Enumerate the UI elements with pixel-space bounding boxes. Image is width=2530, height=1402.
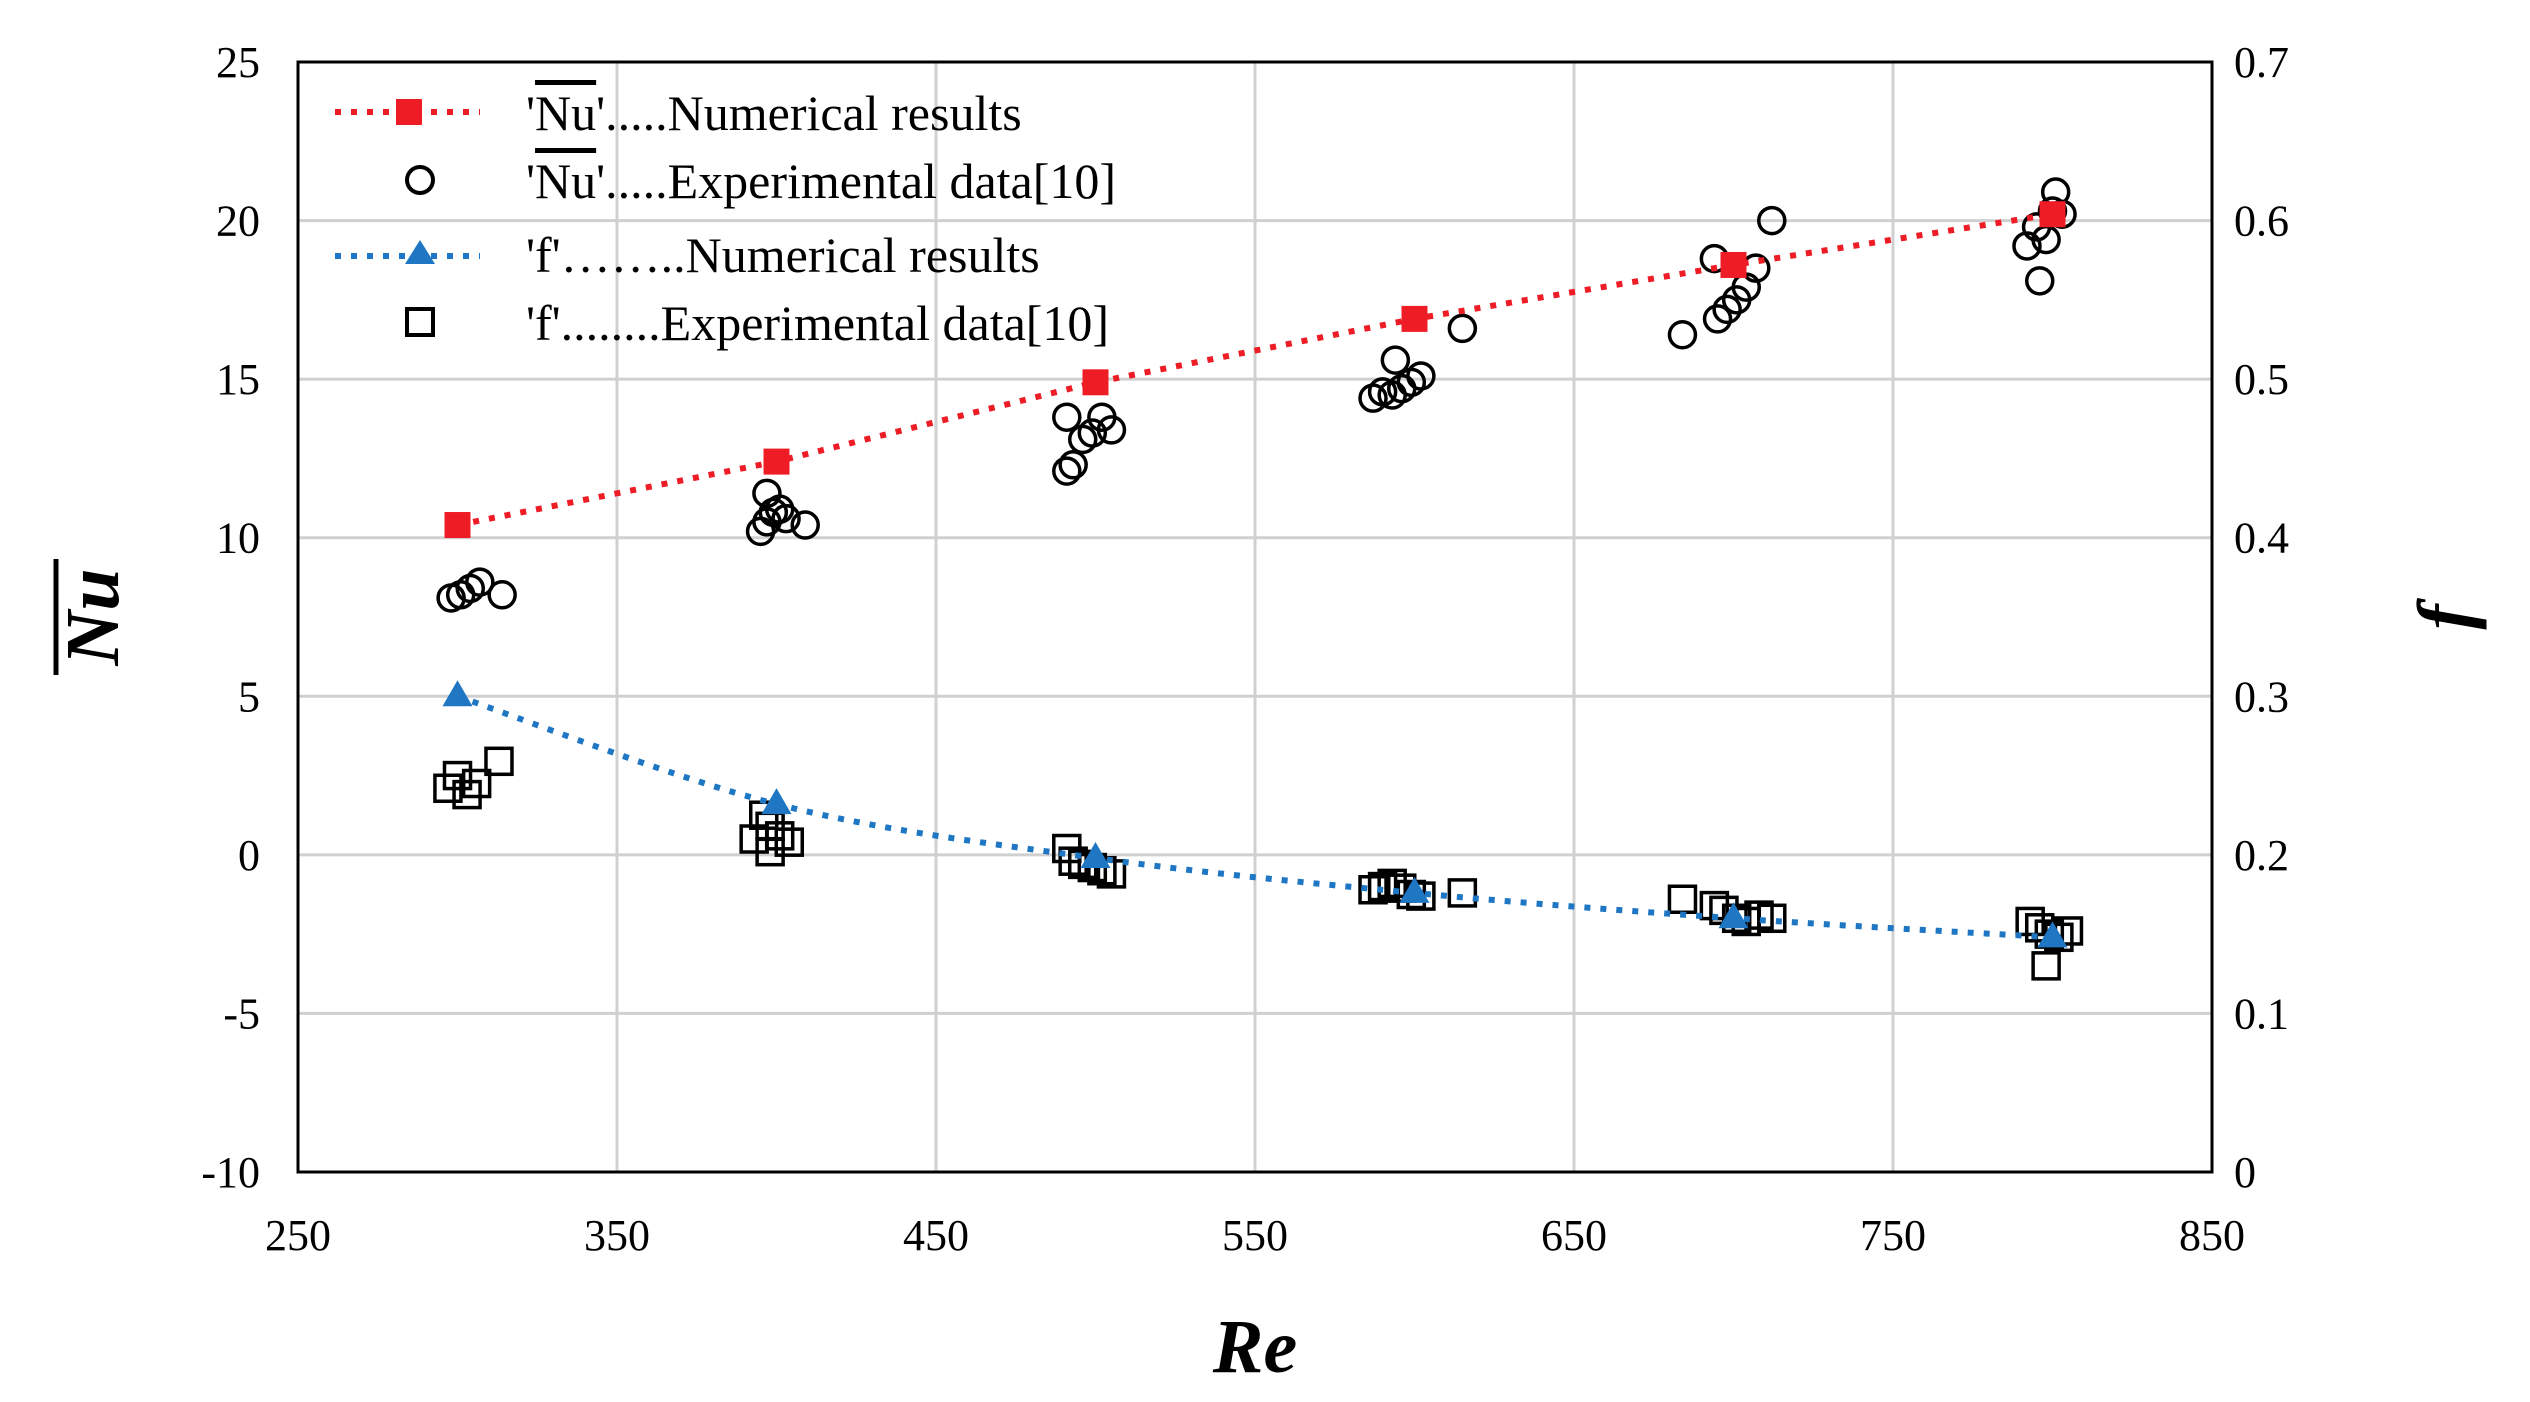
f-experimental-point <box>1447 878 1478 908</box>
nu-numerical-point <box>2039 201 2066 228</box>
f-numerical-line <box>456 693 2053 941</box>
legend-label-nu-numerical: 'Nu'.....Numerical results <box>526 85 1022 141</box>
x-tick-label: 750 <box>1860 1211 1926 1260</box>
y-tick-label: 20 <box>216 197 260 246</box>
y2-tick-label: 0 <box>2234 1148 2256 1197</box>
nu-experimental-point <box>1096 415 1127 445</box>
nu-numerical-line <box>456 211 2053 528</box>
nu-experimental-point <box>1702 304 1733 334</box>
nu-numerical-point <box>444 512 471 539</box>
legend-nu-experimental-tail: '.....Experimental data[10] <box>596 153 1116 209</box>
data-series <box>433 177 2084 981</box>
nu-experimental-point <box>1406 361 1436 391</box>
x-tick-label: 350 <box>584 1211 650 1260</box>
legend: 'Nu'.....Numerical results 'Nu'.....Expe… <box>335 85 1116 351</box>
nu-numerical-point <box>763 448 790 475</box>
nu-numerical-point <box>1082 369 1109 396</box>
x-axis-tick-labels: 250 350 450 550 650 750 850 <box>265 1211 2245 1260</box>
nu-experimental-point <box>752 478 782 509</box>
y2-tick-label: 0.4 <box>2234 514 2289 563</box>
f-numerical-point <box>2037 921 2068 948</box>
f-experimental-point <box>2031 951 2061 981</box>
y-axis-left-tick-labels: -10 -5 0 5 10 15 20 25 <box>201 38 260 1197</box>
x-axis-title: Re <box>1212 1305 1297 1389</box>
nu-experimental-point <box>1667 319 1698 350</box>
legend-marker-f-numerical <box>405 240 435 264</box>
f-experimental-point <box>1377 868 1407 899</box>
nu-experimental-point <box>1447 313 1478 344</box>
legend-nu-numerical-tail: '.....Numerical results <box>596 85 1022 141</box>
nu-experimental-point <box>1380 345 1411 375</box>
nu-experimental-point <box>1712 294 1742 325</box>
y2-tick-label: 0.1 <box>2234 989 2289 1038</box>
f-numerical-point <box>1080 842 1111 869</box>
gridlines <box>298 62 2212 1172</box>
y2-tick-label: 0.7 <box>2234 38 2289 87</box>
legend-nu-symbol-2: Nu <box>535 153 596 209</box>
f-experimental-point <box>461 768 492 799</box>
nu-experimental-point <box>1757 205 1787 236</box>
f-numerical-point <box>442 680 473 707</box>
f-experimental-point <box>452 779 482 810</box>
nu-numerical-point <box>1401 305 1428 332</box>
f-experimental-point <box>1757 903 1787 934</box>
nu-experimental-point <box>1058 450 1088 480</box>
f-experimental-point <box>755 836 785 867</box>
y2-tick-label: 0.6 <box>2234 197 2289 246</box>
y-tick-label: 25 <box>216 38 260 87</box>
f-numerical-point <box>1718 902 1749 929</box>
legend-label-f-numerical: 'f'……..Numerical results <box>526 227 1040 283</box>
plot-area-frame <box>296 60 2214 1174</box>
f-experimental-point <box>1358 874 1388 905</box>
nu-experimental-point <box>487 580 517 610</box>
y2-tick-label: 0.3 <box>2234 672 2289 721</box>
legend-marker-f-experimental <box>405 307 435 337</box>
x-tick-label: 650 <box>1541 1211 1607 1260</box>
nu-experimental-point <box>465 567 495 597</box>
nu-experimental-point <box>1052 402 1082 432</box>
nu-numerical-point <box>1720 251 1747 278</box>
y-tick-label: 0 <box>238 831 260 880</box>
f-numerical-point <box>761 788 792 815</box>
legend-marker-nu-numerical <box>396 99 422 125</box>
f-numerical-point <box>1399 876 1430 903</box>
nu-experimental-point <box>1052 456 1082 486</box>
y-tick-label: 5 <box>238 672 260 721</box>
f-experimental-point <box>484 746 514 777</box>
legend-label-nu-experimental: 'Nu'.....Experimental data[10] <box>526 153 1116 209</box>
x-tick-label: 550 <box>1222 1211 1288 1260</box>
y-axis-left-title-text: Nu <box>51 568 135 666</box>
f-experimental-point <box>764 821 795 851</box>
f-experimental-point <box>442 760 473 791</box>
legend-nu-symbol-1: Nu <box>535 85 596 141</box>
y-tick-label: 15 <box>216 355 260 404</box>
x-tick-label: 850 <box>2179 1211 2245 1260</box>
f-experimental-point <box>774 827 805 857</box>
nu-experimental-point <box>1077 418 1108 448</box>
y-tick-label: -10 <box>201 1148 260 1197</box>
y2-tick-label: 0.2 <box>2234 831 2289 880</box>
nu-experimental-point <box>771 503 801 534</box>
legend-label-f-experimental: 'f'........Experimental data[10] <box>526 295 1109 351</box>
nu-experimental-point <box>2024 266 2055 296</box>
x-tick-label: 450 <box>903 1211 969 1260</box>
nu-experimental-point <box>790 510 820 540</box>
legend-marker-nu-experimental <box>405 165 435 195</box>
y-axis-left-title: Nu <box>51 559 135 675</box>
y-tick-label: -5 <box>223 989 260 1038</box>
y2-tick-label: 0.5 <box>2234 355 2289 404</box>
x-tick-label: 250 <box>265 1211 331 1260</box>
f-experimental-point <box>1367 871 1398 902</box>
y-axis-right-tick-labels: 0 0.1 0.2 0.3 0.4 0.5 0.6 0.7 <box>2234 38 2289 1197</box>
y-tick-label: 10 <box>216 514 260 563</box>
